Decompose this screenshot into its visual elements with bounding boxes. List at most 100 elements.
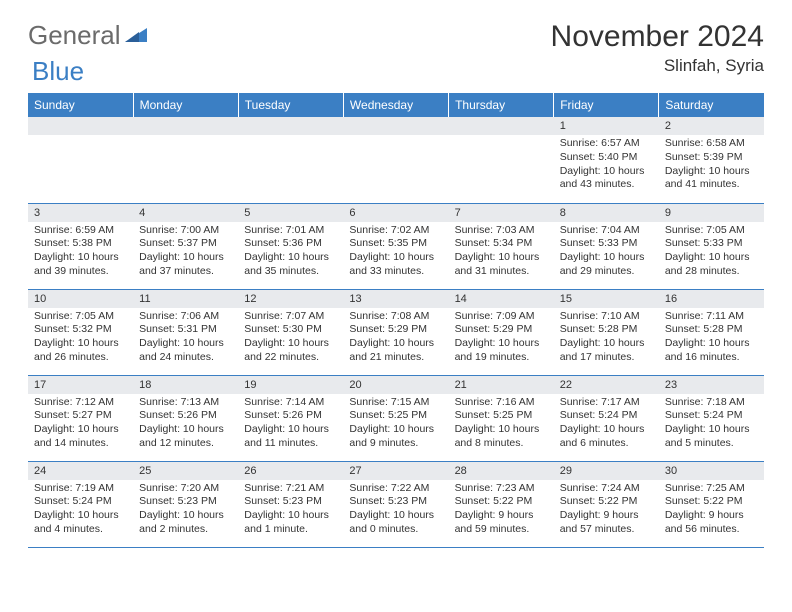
sunrise-text: Sunrise: 7:02 AM xyxy=(349,224,442,238)
sunset-text: Sunset: 5:24 PM xyxy=(560,409,653,423)
sunset-text: Sunset: 5:35 PM xyxy=(349,237,442,251)
day-cell: 11Sunrise: 7:06 AMSunset: 5:31 PMDayligh… xyxy=(133,289,238,375)
weekday-header: Monday xyxy=(133,93,238,117)
sunset-text: Sunset: 5:22 PM xyxy=(455,495,548,509)
sunrise-text: Sunrise: 7:05 AM xyxy=(34,310,127,324)
daylight-text: Daylight: 10 hours and 8 minutes. xyxy=(455,423,548,450)
day-cell: 21Sunrise: 7:16 AMSunset: 5:25 PMDayligh… xyxy=(449,375,554,461)
daylight-text: Daylight: 10 hours and 6 minutes. xyxy=(560,423,653,450)
sunset-text: Sunset: 5:34 PM xyxy=(455,237,548,251)
daylight-text: Daylight: 10 hours and 43 minutes. xyxy=(560,165,653,192)
sunset-text: Sunset: 5:30 PM xyxy=(244,323,337,337)
day-details: Sunrise: 7:15 AMSunset: 5:25 PMDaylight:… xyxy=(343,394,448,455)
day-number: 28 xyxy=(449,462,554,480)
day-cell: 14Sunrise: 7:09 AMSunset: 5:29 PMDayligh… xyxy=(449,289,554,375)
daycontent-row: 10Sunrise: 7:05 AMSunset: 5:32 PMDayligh… xyxy=(28,289,764,375)
day-details: Sunrise: 7:24 AMSunset: 5:22 PMDaylight:… xyxy=(554,480,659,541)
sunrise-text: Sunrise: 7:15 AM xyxy=(349,396,442,410)
sunset-text: Sunset: 5:25 PM xyxy=(349,409,442,423)
day-details: Sunrise: 7:05 AMSunset: 5:33 PMDaylight:… xyxy=(659,222,764,283)
day-details: Sunrise: 7:03 AMSunset: 5:34 PMDaylight:… xyxy=(449,222,554,283)
empty-day-bar xyxy=(133,117,238,135)
daylight-text: Daylight: 10 hours and 11 minutes. xyxy=(244,423,337,450)
weekday-header: Wednesday xyxy=(343,93,448,117)
empty-day-bar xyxy=(238,117,343,135)
sunset-text: Sunset: 5:33 PM xyxy=(560,237,653,251)
sunset-text: Sunset: 5:27 PM xyxy=(34,409,127,423)
day-number: 9 xyxy=(659,204,764,222)
day-number: 23 xyxy=(659,376,764,394)
weekday-header: Tuesday xyxy=(238,93,343,117)
logo-text-general: General xyxy=(28,20,121,51)
day-details: Sunrise: 7:16 AMSunset: 5:25 PMDaylight:… xyxy=(449,394,554,455)
sunrise-text: Sunrise: 7:00 AM xyxy=(139,224,232,238)
day-number: 15 xyxy=(554,290,659,308)
day-details: Sunrise: 7:04 AMSunset: 5:33 PMDaylight:… xyxy=(554,222,659,283)
location-label: Slinfah, Syria xyxy=(551,56,764,76)
calendar-table: Sunday Monday Tuesday Wednesday Thursday… xyxy=(28,93,764,548)
empty-day-bar xyxy=(28,117,133,135)
daycontent-row: 3Sunrise: 6:59 AMSunset: 5:38 PMDaylight… xyxy=(28,203,764,289)
sunset-text: Sunset: 5:29 PM xyxy=(455,323,548,337)
sunrise-text: Sunrise: 7:09 AM xyxy=(455,310,548,324)
daylight-text: Daylight: 10 hours and 19 minutes. xyxy=(455,337,548,364)
day-cell: 6Sunrise: 7:02 AMSunset: 5:35 PMDaylight… xyxy=(343,203,448,289)
sunset-text: Sunset: 5:25 PM xyxy=(455,409,548,423)
daylight-text: Daylight: 10 hours and 29 minutes. xyxy=(560,251,653,278)
sunrise-text: Sunrise: 7:06 AM xyxy=(139,310,232,324)
weekday-header-row: Sunday Monday Tuesday Wednesday Thursday… xyxy=(28,93,764,117)
day-details: Sunrise: 7:17 AMSunset: 5:24 PMDaylight:… xyxy=(554,394,659,455)
day-number: 11 xyxy=(133,290,238,308)
sunrise-text: Sunrise: 7:12 AM xyxy=(34,396,127,410)
day-number: 30 xyxy=(659,462,764,480)
day-number: 7 xyxy=(449,204,554,222)
daylight-text: Daylight: 10 hours and 12 minutes. xyxy=(139,423,232,450)
day-cell: 15Sunrise: 7:10 AMSunset: 5:28 PMDayligh… xyxy=(554,289,659,375)
daylight-text: Daylight: 10 hours and 39 minutes. xyxy=(34,251,127,278)
day-cell: 3Sunrise: 6:59 AMSunset: 5:38 PMDaylight… xyxy=(28,203,133,289)
day-details: Sunrise: 7:14 AMSunset: 5:26 PMDaylight:… xyxy=(238,394,343,455)
sunrise-text: Sunrise: 7:23 AM xyxy=(455,482,548,496)
day-cell: 2Sunrise: 6:58 AMSunset: 5:39 PMDaylight… xyxy=(659,117,764,203)
day-number: 22 xyxy=(554,376,659,394)
weekday-header: Sunday xyxy=(28,93,133,117)
day-number: 5 xyxy=(238,204,343,222)
daylight-text: Daylight: 10 hours and 14 minutes. xyxy=(34,423,127,450)
day-details: Sunrise: 7:20 AMSunset: 5:23 PMDaylight:… xyxy=(133,480,238,541)
day-number: 17 xyxy=(28,376,133,394)
daylight-text: Daylight: 10 hours and 1 minute. xyxy=(244,509,337,536)
weekday-header: Friday xyxy=(554,93,659,117)
sunrise-text: Sunrise: 7:25 AM xyxy=(665,482,758,496)
day-number: 29 xyxy=(554,462,659,480)
day-details: Sunrise: 7:09 AMSunset: 5:29 PMDaylight:… xyxy=(449,308,554,369)
sunset-text: Sunset: 5:39 PM xyxy=(665,151,758,165)
day-cell xyxy=(343,117,448,203)
day-cell: 18Sunrise: 7:13 AMSunset: 5:26 PMDayligh… xyxy=(133,375,238,461)
day-details: Sunrise: 6:59 AMSunset: 5:38 PMDaylight:… xyxy=(28,222,133,283)
sunset-text: Sunset: 5:32 PM xyxy=(34,323,127,337)
day-number: 10 xyxy=(28,290,133,308)
day-cell: 24Sunrise: 7:19 AMSunset: 5:24 PMDayligh… xyxy=(28,461,133,547)
day-number: 19 xyxy=(238,376,343,394)
daycontent-row: 1Sunrise: 6:57 AMSunset: 5:40 PMDaylight… xyxy=(28,117,764,203)
daylight-text: Daylight: 10 hours and 2 minutes. xyxy=(139,509,232,536)
sunrise-text: Sunrise: 7:17 AM xyxy=(560,396,653,410)
sunset-text: Sunset: 5:37 PM xyxy=(139,237,232,251)
day-details: Sunrise: 7:10 AMSunset: 5:28 PMDaylight:… xyxy=(554,308,659,369)
sunset-text: Sunset: 5:23 PM xyxy=(244,495,337,509)
daylight-text: Daylight: 10 hours and 26 minutes. xyxy=(34,337,127,364)
logo-text-blue: Blue xyxy=(32,56,84,87)
sunrise-text: Sunrise: 7:10 AM xyxy=(560,310,653,324)
daylight-text: Daylight: 10 hours and 24 minutes. xyxy=(139,337,232,364)
day-details: Sunrise: 7:19 AMSunset: 5:24 PMDaylight:… xyxy=(28,480,133,541)
day-cell: 4Sunrise: 7:00 AMSunset: 5:37 PMDaylight… xyxy=(133,203,238,289)
day-cell: 1Sunrise: 6:57 AMSunset: 5:40 PMDaylight… xyxy=(554,117,659,203)
day-number: 2 xyxy=(659,117,764,135)
daylight-text: Daylight: 10 hours and 5 minutes. xyxy=(665,423,758,450)
day-cell: 8Sunrise: 7:04 AMSunset: 5:33 PMDaylight… xyxy=(554,203,659,289)
weekday-header: Thursday xyxy=(449,93,554,117)
day-details: Sunrise: 7:05 AMSunset: 5:32 PMDaylight:… xyxy=(28,308,133,369)
day-number: 26 xyxy=(238,462,343,480)
sunrise-text: Sunrise: 7:05 AM xyxy=(665,224,758,238)
sunrise-text: Sunrise: 7:04 AM xyxy=(560,224,653,238)
